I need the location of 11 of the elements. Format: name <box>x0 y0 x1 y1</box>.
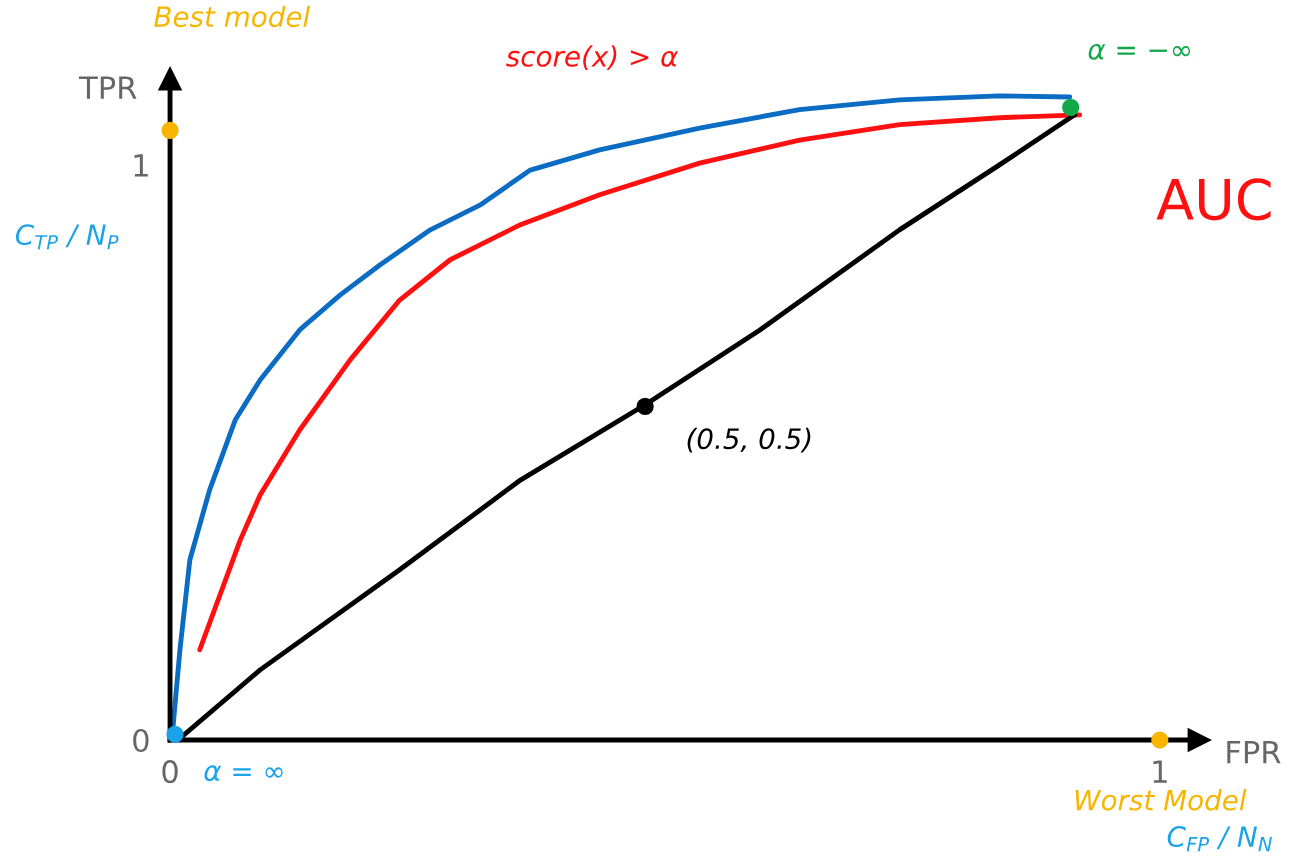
y-axis-title: TPR <box>79 76 137 99</box>
annotation: Worst Model <box>1075 789 1247 811</box>
text: C$_{FP}$ / N$_{N}$ <box>1167 826 1272 852</box>
annotation: (0.5, 0.5) <box>687 427 811 453</box>
annotation: α = −∞ <box>1088 43 1191 60</box>
annotation: α = ∞ <box>204 765 283 782</box>
annotation: AUC <box>1156 178 1271 221</box>
x-axis-title: FPR <box>1227 740 1281 764</box>
text: Best model <box>154 5 311 28</box>
text: score(x) > α <box>506 45 678 71</box>
text: C$_{TP}$ / N$_{P}$ <box>15 224 119 250</box>
